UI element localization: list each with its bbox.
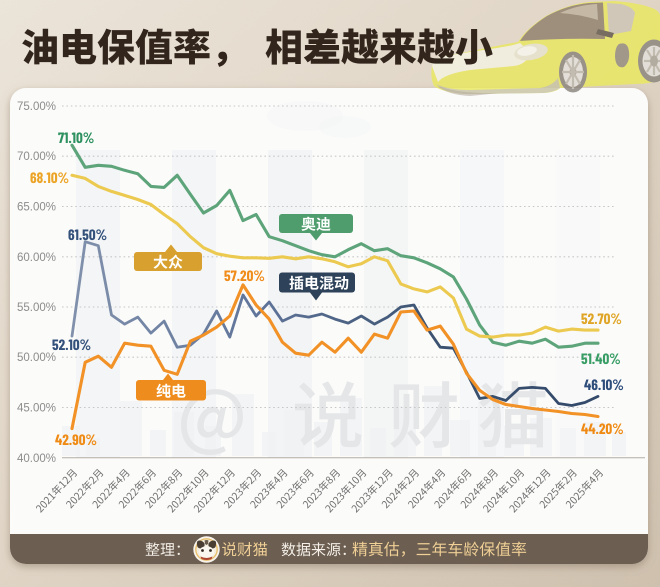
svg-text:40.00%: 40.00%: [17, 453, 56, 465]
svg-text:70.00%: 70.00%: [17, 151, 56, 163]
svg-text:65.00%: 65.00%: [17, 202, 56, 214]
svg-text:75.00%: 75.00%: [17, 101, 56, 113]
svg-text:50.00%: 50.00%: [17, 352, 56, 364]
svg-text:60.00%: 60.00%: [17, 252, 56, 264]
svg-text:45.00%: 45.00%: [17, 403, 56, 415]
svg-text:55.00%: 55.00%: [17, 302, 56, 314]
